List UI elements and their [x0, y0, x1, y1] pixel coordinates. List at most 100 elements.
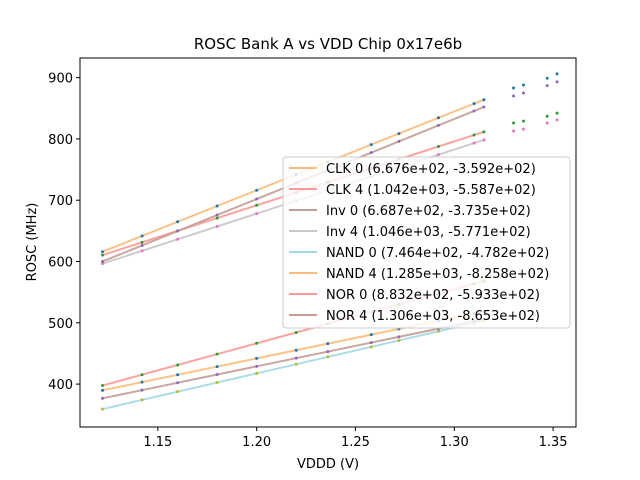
- data-point: [101, 388, 105, 392]
- data-point: [397, 139, 401, 143]
- data-point: [176, 363, 180, 367]
- data-point: [215, 224, 219, 228]
- data-point: [215, 373, 219, 377]
- y-axis: 400 500 600 700 800 900: [48, 72, 80, 393]
- axes-frame: [79, 57, 577, 428]
- y-tick-label: 600: [48, 256, 73, 271]
- data-point: [472, 109, 476, 113]
- data-point: [140, 388, 144, 392]
- data-point: [369, 341, 373, 345]
- data-point: [555, 118, 559, 122]
- y-tick-label: 700: [48, 194, 73, 209]
- data-point: [326, 342, 330, 346]
- x-tick-label: 1.30: [440, 435, 469, 450]
- data-point: [176, 390, 180, 394]
- x-tick-label: 1.20: [242, 435, 271, 450]
- data-point: [176, 229, 180, 233]
- legend-label: NOR 4 (1.306e+03, -8.653e+02): [326, 309, 540, 324]
- data-point: [140, 243, 144, 247]
- legend-label: CLK 0 (6.676e+02, -3.592e+02): [326, 162, 536, 177]
- data-point: [101, 396, 105, 400]
- data-point: [436, 123, 440, 127]
- data-point: [140, 373, 144, 377]
- y-tick-label: 400: [48, 378, 73, 393]
- data-point: [101, 262, 105, 266]
- data-point: [472, 141, 476, 145]
- data-point: [101, 250, 105, 254]
- data-point: [472, 133, 476, 137]
- data-point: [512, 94, 516, 98]
- data-point: [555, 72, 559, 76]
- data-point: [512, 129, 516, 133]
- data-point: [215, 216, 219, 220]
- data-point: [436, 329, 440, 333]
- data-point: [369, 345, 373, 349]
- data-point: [255, 341, 259, 345]
- data-point: [215, 213, 219, 217]
- data-point: [176, 381, 180, 385]
- data-point: [521, 83, 525, 87]
- data-point: [140, 249, 144, 253]
- data-point: [101, 259, 105, 263]
- data-point: [369, 151, 373, 155]
- legend-label: NAND 4 (1.285e+03, -8.258e+02): [326, 267, 549, 282]
- data-point: [482, 98, 486, 102]
- data-point: [215, 352, 219, 356]
- data-point: [294, 356, 298, 360]
- data-point: [512, 86, 516, 90]
- data-point: [255, 203, 259, 207]
- data-point: [101, 384, 105, 388]
- data-point: [255, 197, 259, 201]
- data-point: [215, 381, 219, 385]
- data-point: [369, 143, 373, 147]
- data-point: [294, 330, 298, 334]
- data-point: [545, 114, 549, 118]
- x-tick-label: 1.35: [539, 435, 568, 450]
- data-point: [176, 220, 180, 224]
- y-tick-label: 500: [48, 317, 73, 332]
- x-axis-label: VDDD (V): [297, 457, 359, 472]
- data-point: [369, 333, 373, 337]
- data-point: [482, 138, 486, 142]
- data-point: [482, 105, 486, 109]
- legend-label: Inv 4 (1.046e+03, -5.771e+02): [326, 225, 531, 240]
- data-point: [397, 132, 401, 136]
- x-axis: 1.15 1.20 1.25 1.30 1.35: [143, 427, 568, 450]
- data-point: [255, 364, 259, 368]
- data-point: [555, 80, 559, 84]
- y-axis-label: ROSC (MHz): [25, 203, 40, 282]
- x-tick-label: 1.15: [143, 435, 172, 450]
- data-point: [176, 237, 180, 241]
- data-point: [521, 91, 525, 95]
- data-point: [101, 253, 105, 257]
- data-point: [482, 130, 486, 134]
- data-point: [255, 356, 259, 360]
- y-tick-label: 900: [48, 72, 73, 87]
- data-point: [215, 204, 219, 208]
- data-point: [176, 373, 180, 377]
- data-point: [397, 338, 401, 342]
- fit-line-nand-0: [102, 319, 485, 411]
- data-point: [294, 362, 298, 366]
- data-point: [294, 348, 298, 352]
- data-point: [140, 398, 144, 402]
- data-point: [521, 127, 525, 131]
- data-point: [512, 121, 516, 125]
- data-point: [140, 240, 144, 244]
- data-point: [255, 212, 259, 216]
- data-point: [101, 407, 105, 411]
- legend-label: NAND 0 (7.464e+02, -4.782e+02): [326, 246, 549, 261]
- data-point: [255, 371, 259, 375]
- legend-box: [282, 156, 571, 329]
- data-point: [255, 188, 259, 192]
- data-point: [545, 76, 549, 80]
- y-tick-label: 800: [48, 133, 73, 148]
- data-point: [140, 380, 144, 384]
- chart-title: ROSC Bank A vs VDD Chip 0x17e6b: [194, 35, 462, 53]
- legend-label: NOR 0 (8.832e+02, -5.933e+02): [326, 288, 540, 303]
- x-tick-label: 1.25: [341, 435, 370, 450]
- data-point: [397, 335, 401, 339]
- data-point: [326, 355, 330, 359]
- data-point: [140, 234, 144, 238]
